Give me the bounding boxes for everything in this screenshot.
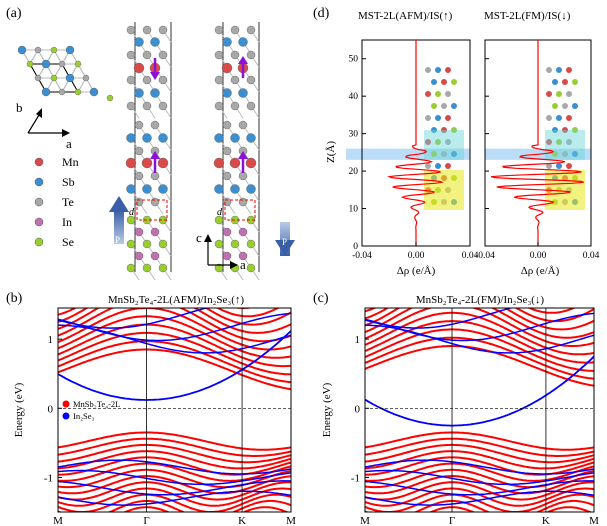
panel-b-title: MnSb₂Te₄-2L(AFM)/In₂Se₃(↑) xyxy=(108,294,245,306)
legend-label-se: Se xyxy=(62,235,74,249)
band-structure-c: -1 0 1 M Γ K M xyxy=(351,307,599,526)
panel-c-title: MnSb₂Te₄-2L(FM)/In₂Se₃(↓) xyxy=(416,294,545,306)
svg-text:0.00: 0.00 xyxy=(408,251,425,261)
band-legend: MnSb₂Te₄-2L In₂Se₃ xyxy=(62,399,120,421)
panel-d-label: (d) xyxy=(313,6,330,21)
legend-label-sb: Sb xyxy=(62,175,75,189)
svg-text:M: M xyxy=(360,515,370,526)
axis-a-side-label: a xyxy=(240,257,246,272)
element-legend: Mn Sb Te In Se xyxy=(34,155,79,249)
svg-text:-1: -1 xyxy=(44,472,53,484)
panel-c-label: (c) xyxy=(313,291,329,306)
panel-b-ylabel: Energy (eV) xyxy=(13,382,25,437)
panel-d-ylabel: Z(Å) xyxy=(325,141,337,163)
svg-text:0: 0 xyxy=(353,242,358,252)
svg-text:M: M xyxy=(53,515,63,526)
polarization-label: P xyxy=(115,235,120,245)
panel-b-label: (b) xyxy=(6,291,23,306)
top-view-structure xyxy=(17,45,114,102)
svg-text:0.04: 0.04 xyxy=(583,251,600,261)
axis-c-label: c xyxy=(196,230,202,245)
svg-text:0.00: 0.00 xyxy=(530,251,547,261)
panel-a-label: (a) xyxy=(6,6,22,21)
panel-d-xlabel-1: Δρ (e/Å) xyxy=(397,265,436,277)
polarization-arrow-down: P xyxy=(275,222,295,256)
svg-text:K: K xyxy=(542,515,550,526)
svg-text:K: K xyxy=(238,515,246,526)
axis-b-label: b xyxy=(16,100,23,115)
svg-text:50: 50 xyxy=(349,55,359,65)
legend-marker-sb xyxy=(34,177,44,187)
side-view-axes: c a xyxy=(196,230,246,272)
svg-text:30: 30 xyxy=(349,130,359,140)
svg-text:Γ: Γ xyxy=(143,515,149,526)
svg-text:0.04: 0.04 xyxy=(462,251,479,261)
svg-text:M: M xyxy=(589,515,599,526)
legend-marker-te xyxy=(34,197,44,207)
svg-text:0: 0 xyxy=(355,403,361,415)
legend-mst: MnSb₂Te₄-2L xyxy=(73,399,120,409)
polarization-label-2: P xyxy=(282,237,287,247)
svg-text:1: 1 xyxy=(48,334,54,346)
svg-text:-0.04: -0.04 xyxy=(352,251,372,261)
side-view-afm: d xyxy=(125,22,172,281)
legend-marker-mn xyxy=(34,157,44,167)
svg-text:Γ: Γ xyxy=(449,515,455,526)
svg-text:-1: -1 xyxy=(351,472,360,484)
legend-label-te: Te xyxy=(62,195,74,209)
band-structure-b: -1 0 1 M Γ K M xyxy=(44,307,296,526)
legend-marker-in xyxy=(34,217,44,227)
svg-text:1: 1 xyxy=(355,334,361,346)
svg-text:0: 0 xyxy=(48,403,54,415)
svg-text:40: 40 xyxy=(349,92,359,102)
svg-text:M: M xyxy=(286,515,296,526)
top-view-axes: b a xyxy=(16,100,72,151)
panel-c-ylabel: Energy (eV) xyxy=(321,382,333,437)
polarization-arrow-up: P xyxy=(109,196,129,245)
legend-is: In₂Se₃ xyxy=(73,411,95,421)
axis-a-label: a xyxy=(66,136,72,151)
svg-text:-0.04: -0.04 xyxy=(475,251,495,261)
svg-text:20: 20 xyxy=(349,167,359,177)
side-view-fm: d xyxy=(213,22,260,281)
legend-label-in: In xyxy=(62,215,72,229)
panel-d-title-2: MST-2L(FM)/IS(↓) xyxy=(484,10,571,22)
svg-text:10: 10 xyxy=(349,205,359,215)
svg-text:d: d xyxy=(217,207,223,218)
panel-d-xlabel-2: Δρ (e/Å) xyxy=(521,265,560,277)
panel-d-title-1: MST-2L(AFM)/IS(↑) xyxy=(358,10,453,22)
legend-label-mn: Mn xyxy=(62,155,79,169)
legend-marker-se xyxy=(34,237,44,247)
svg-text:d: d xyxy=(129,207,135,218)
